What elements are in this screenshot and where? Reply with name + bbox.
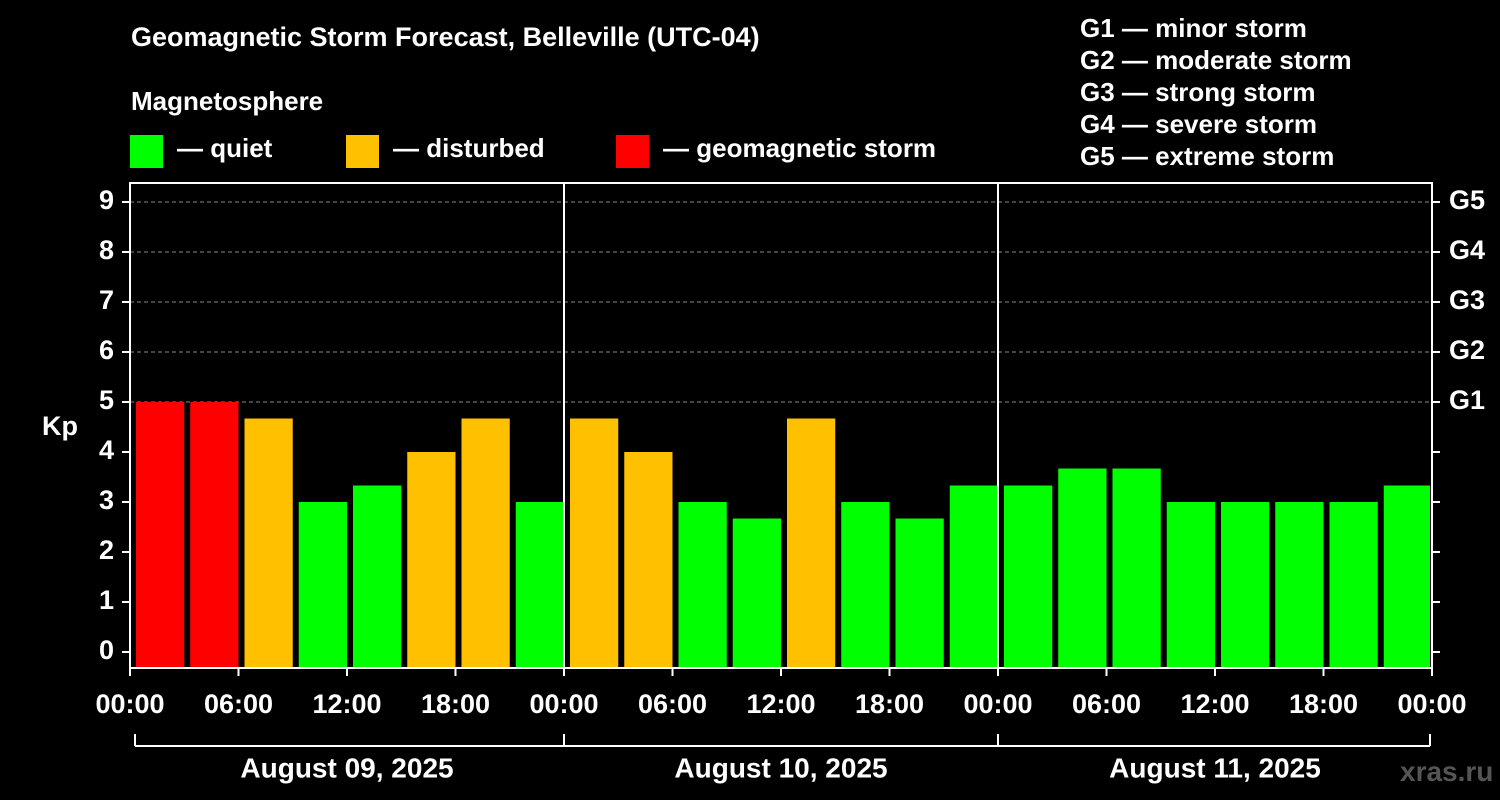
- x-tick-label: 00:00: [529, 689, 598, 719]
- kp-bar: [461, 418, 510, 668]
- x-tick-label: 12:00: [312, 689, 381, 719]
- x-tick-label: 00:00: [95, 689, 164, 719]
- y-tick-label: 1: [99, 585, 114, 615]
- day-label: August 09, 2025: [240, 752, 453, 783]
- y-tick-label: 3: [99, 485, 114, 515]
- y-tick-label: 2: [99, 535, 114, 565]
- x-tick-label: 18:00: [855, 689, 924, 719]
- kp-bar: [732, 518, 781, 668]
- y-tick-label: 4: [99, 435, 114, 465]
- y-tick-label: 0: [99, 635, 114, 665]
- g-legend-item: G4 — severe storm: [1080, 109, 1318, 139]
- legend-quiet-swatch: [130, 135, 163, 168]
- g-legend-item: G1 — minor storm: [1080, 13, 1307, 43]
- kp-bar: [1004, 485, 1053, 668]
- kp-bar: [515, 502, 564, 668]
- kp-bar: [353, 485, 402, 668]
- g-scale-label: G2: [1449, 335, 1485, 365]
- g-legend-item: G2 — moderate storm: [1080, 45, 1352, 75]
- chart-subtitle: Magnetosphere: [131, 86, 324, 116]
- day-label: August 10, 2025: [674, 752, 887, 783]
- y-tick-label: 7: [99, 285, 114, 315]
- kp-bar: [1383, 485, 1430, 668]
- legend-disturbed-label: — disturbed: [393, 133, 545, 163]
- x-tick-label: 12:00: [1180, 689, 1249, 719]
- kp-bar: [678, 502, 727, 668]
- x-tick-label: 06:00: [638, 689, 707, 719]
- y-tick-label: 8: [99, 235, 114, 265]
- legend-disturbed-swatch: [346, 135, 379, 168]
- g-scale-label: G4: [1449, 235, 1485, 265]
- kp-bar: [1112, 468, 1161, 668]
- legend-storm-label: — geomagnetic storm: [663, 133, 937, 163]
- kp-bar: [624, 452, 673, 668]
- day-label: August 11, 2025: [1109, 752, 1321, 783]
- g-legend-item: G3 — strong storm: [1080, 77, 1316, 107]
- legend-storm-swatch: [616, 135, 649, 168]
- kp-bar: [895, 518, 944, 668]
- x-tick-label: 12:00: [746, 689, 815, 719]
- kp-bar: [244, 418, 293, 668]
- kp-bar: [190, 402, 239, 668]
- x-tick-label: 00:00: [1397, 689, 1466, 719]
- kp-bar: [949, 485, 998, 668]
- kp-bar: [1166, 502, 1215, 668]
- x-tick-label: 06:00: [1072, 689, 1141, 719]
- g-scale-label: G1: [1449, 385, 1485, 415]
- y-axis-label: Kp: [42, 411, 78, 441]
- kp-bar: [298, 502, 347, 668]
- y-tick-label: 5: [99, 385, 114, 415]
- x-tick-label: 00:00: [963, 689, 1032, 719]
- kp-bar: [1329, 502, 1378, 668]
- kp-bar: [787, 418, 836, 668]
- kp-bar: [1221, 502, 1270, 668]
- x-tick-label: 18:00: [1289, 689, 1358, 719]
- watermark: xras.ru: [1400, 756, 1494, 787]
- kp-bar: [407, 452, 456, 668]
- x-tick-label: 06:00: [204, 689, 273, 719]
- kp-bar: [1275, 502, 1324, 668]
- g-legend-item: G5 — extreme storm: [1080, 141, 1335, 171]
- g-scale-label: G5: [1449, 185, 1485, 215]
- y-tick-label: 9: [99, 185, 114, 215]
- kp-bar: [1058, 468, 1107, 668]
- kp-bar: [136, 402, 185, 668]
- g-scale-legend: G1 — minor storm G2 — moderate storm G3 …: [1080, 12, 1352, 172]
- chart-title: Geomagnetic Storm Forecast, Belleville (…: [131, 22, 760, 52]
- y-tick-label: 6: [99, 335, 114, 365]
- legend-quiet-label: — quiet: [177, 133, 273, 163]
- kp-bar: [570, 418, 619, 668]
- g-scale-label: G3: [1449, 285, 1485, 315]
- kp-bar: [841, 502, 890, 668]
- x-tick-label: 18:00: [421, 689, 490, 719]
